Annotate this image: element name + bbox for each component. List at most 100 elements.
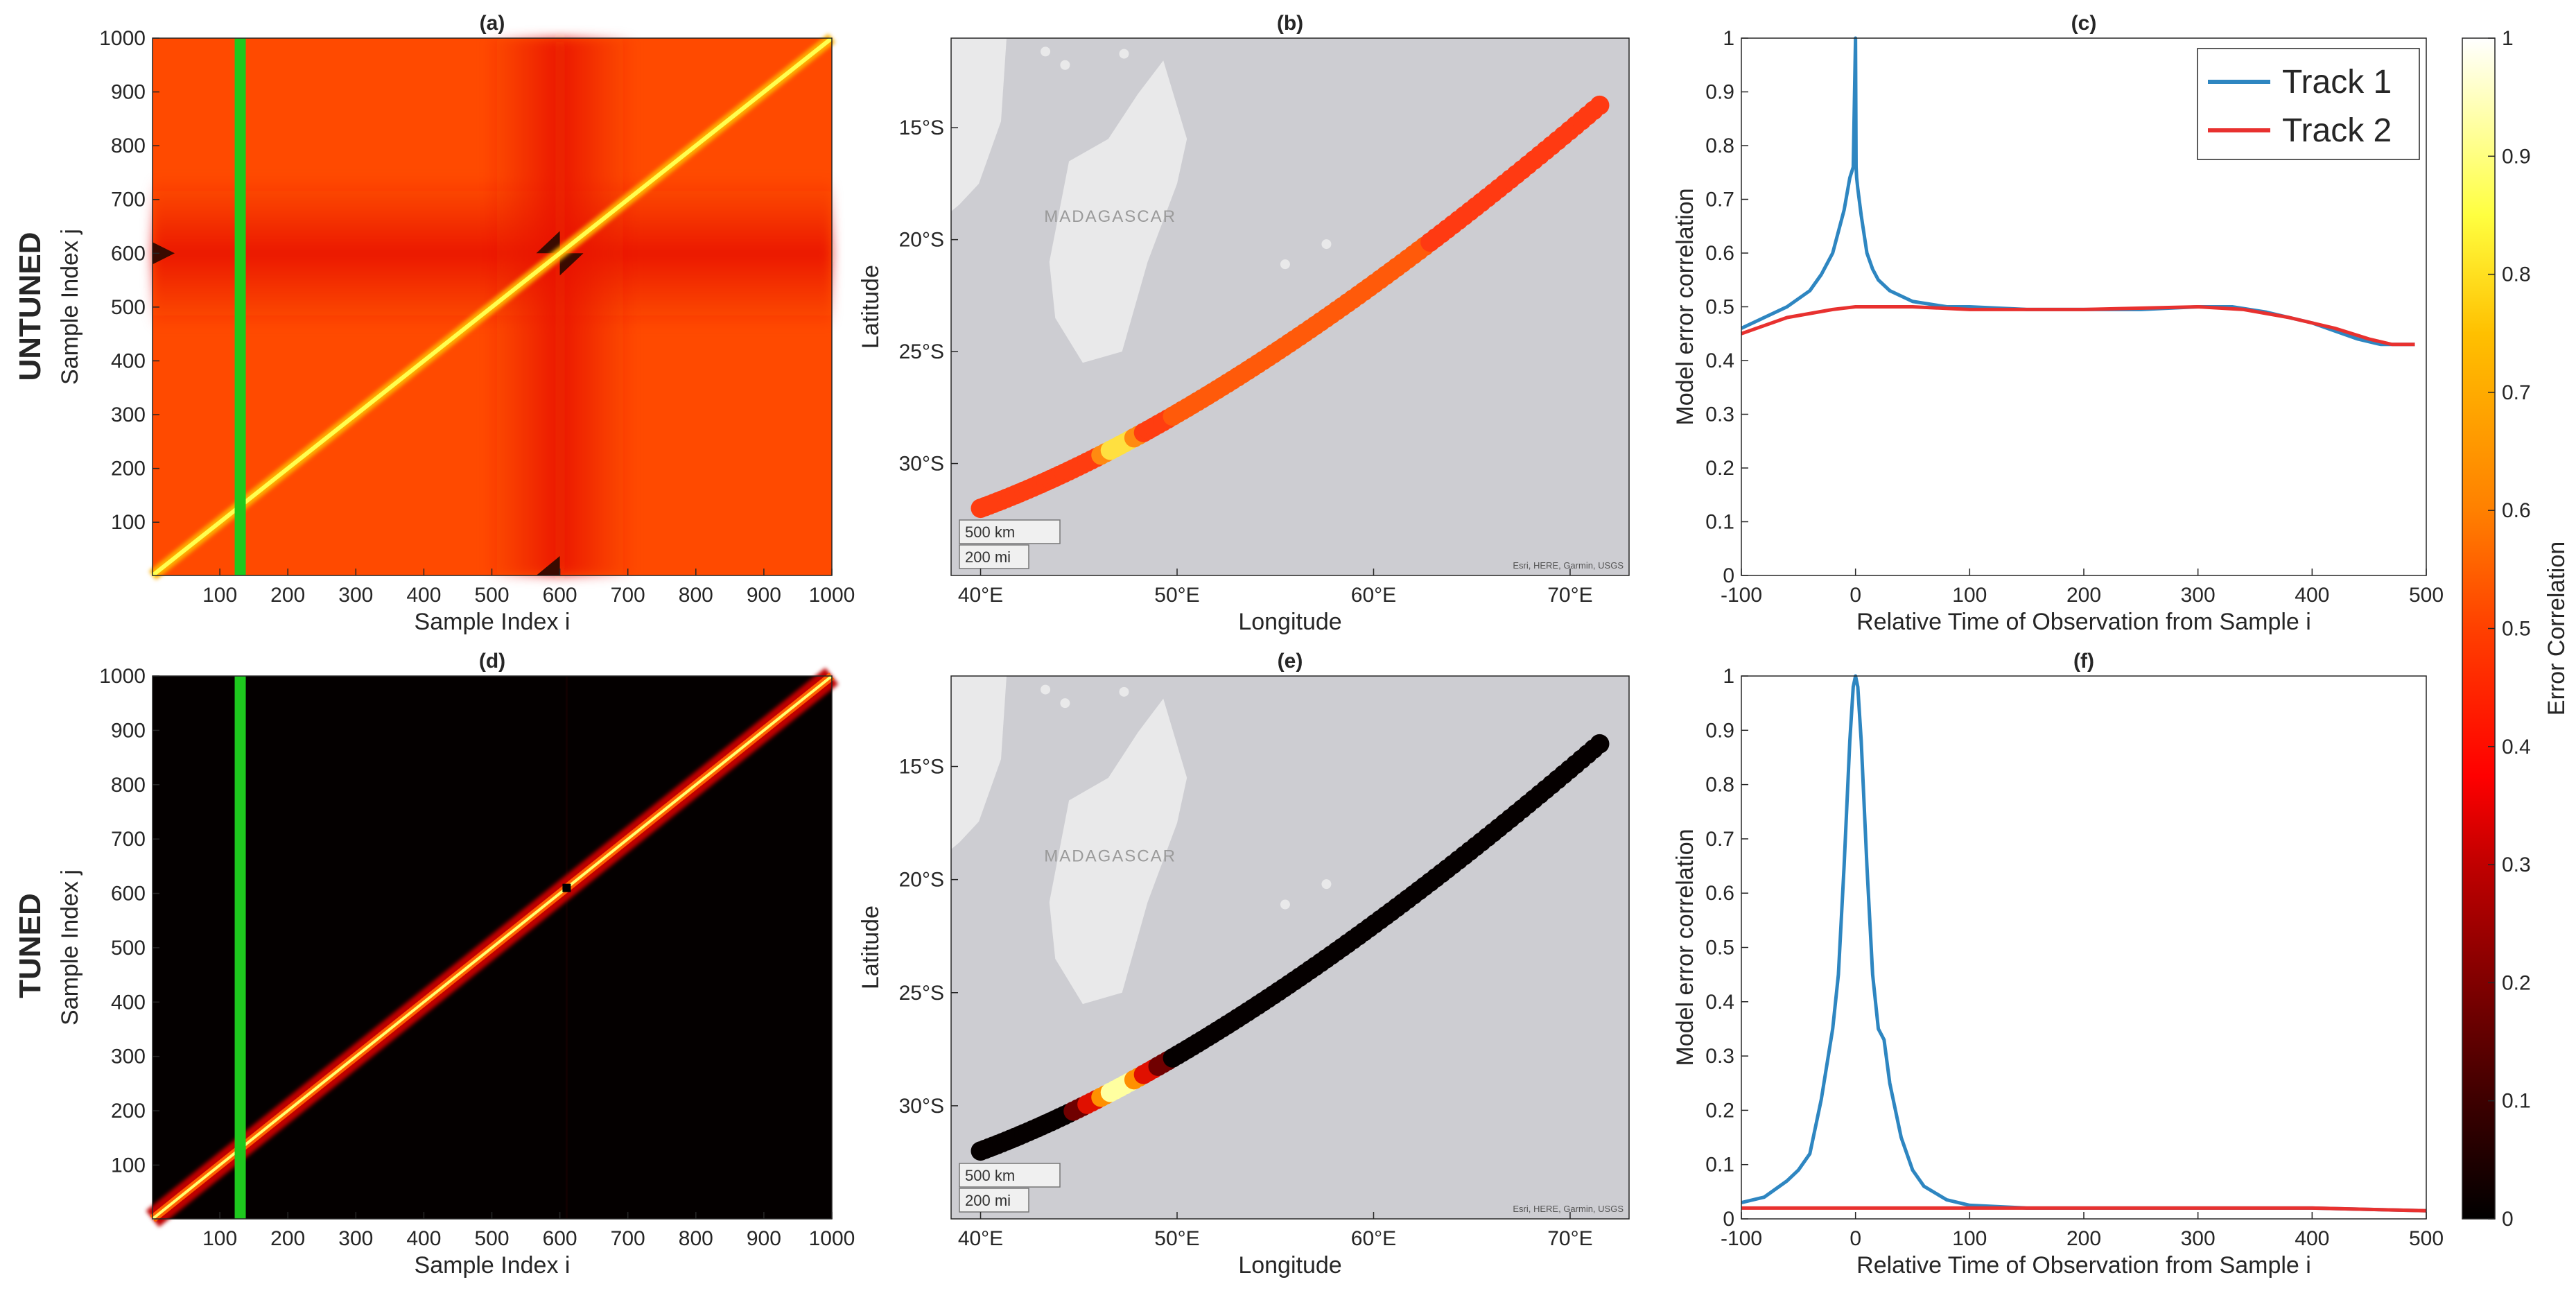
colorbar-tick-label: 1 <box>2502 27 2514 50</box>
y-tick-label: 600 <box>111 883 146 905</box>
y-tick-label: 1000 <box>99 665 146 688</box>
island <box>1280 899 1290 910</box>
y-tick-label: 700 <box>111 828 146 851</box>
x-tick-label: 100 <box>202 584 237 607</box>
africa-landmass <box>951 676 1007 849</box>
y-tick-label: 300 <box>111 1046 146 1068</box>
y-axis-label: Model error correlation <box>1672 188 1698 425</box>
heatmap-diagonal <box>151 675 833 1220</box>
y-tick-label: 0.6 <box>1705 242 1734 265</box>
x-tick-label: 500 <box>2409 584 2444 607</box>
x-tick-label: 700 <box>611 1227 645 1250</box>
panel-title: (d) <box>479 650 505 673</box>
x-tick-label: 0 <box>1850 584 1861 607</box>
y-tick-label: 800 <box>111 774 146 797</box>
x-tick-label: 40°E <box>958 584 1003 607</box>
y-tick-label: 800 <box>111 135 146 157</box>
island <box>1060 698 1070 709</box>
x-tick-label: 400 <box>406 1227 441 1250</box>
panel-title: (f) <box>2073 650 2094 673</box>
y-tick-label: 400 <box>111 991 146 1014</box>
y-tick-label: 20°S <box>899 869 944 892</box>
panel-e-tuned-track-map: MADAGASCAR 500 km 200 mi Esri, HERE, Garmin… <box>858 650 1630 1279</box>
panel-b-untuned-track-map: MADAGASCAR 500 km 200 mi Esri, HERE, Garmin… <box>858 12 1630 635</box>
y-tick-label: 0.2 <box>1705 1099 1734 1122</box>
panel-title: (a) <box>480 12 505 35</box>
x-axis-label: Sample Index i <box>415 609 571 635</box>
y-tick-label: 30°S <box>899 453 944 476</box>
map-ocean <box>951 38 1629 575</box>
y-tick-label: 25°S <box>899 982 944 1005</box>
x-tick-label: 50°E <box>1154 1227 1199 1250</box>
y-axis-label: Model error correlation <box>1672 829 1698 1066</box>
y-tick-label: 500 <box>111 937 146 960</box>
legend-label: Track 2 <box>2282 112 2392 149</box>
x-tick-label: 500 <box>474 584 509 607</box>
africa-landmass <box>951 38 1007 211</box>
y-tick-label: 100 <box>111 1154 146 1177</box>
y-tick-label: 15°S <box>899 116 944 139</box>
x-tick-label: 500 <box>2409 1227 2444 1250</box>
x-tick-label: 700 <box>611 584 645 607</box>
y-tick-label: 0.5 <box>1705 937 1734 960</box>
panel-title: (e) <box>1278 650 1303 673</box>
madagascar-landmass <box>1049 60 1187 363</box>
x-tick-label: 800 <box>679 1227 713 1250</box>
colorbar-tick-label: 0.2 <box>2502 971 2531 994</box>
heatmap-artifact-triangle <box>153 242 175 265</box>
island <box>1060 60 1070 70</box>
panel-title: (c) <box>2071 12 2097 35</box>
x-axis-label: Longitude <box>1238 1252 1341 1279</box>
colorbar-tick-label: 0.1 <box>2502 1090 2531 1113</box>
x-tick-label: 800 <box>679 584 713 607</box>
y-tick-label: 200 <box>111 458 146 480</box>
x-tick-label: 400 <box>406 584 441 607</box>
heatmap-cross-vertical <box>483 38 636 575</box>
island <box>1041 684 1051 695</box>
x-tick-label: 1000 <box>809 584 855 607</box>
series-line-track-2 <box>1741 1206 2427 1213</box>
x-tick-label: 100 <box>1952 584 1987 607</box>
y-tick-label: 500 <box>111 296 146 319</box>
plot-background <box>1741 676 2426 1219</box>
plot-frame <box>950 37 1630 576</box>
y-tick-label: 0.7 <box>1705 828 1734 851</box>
scale-bar-km-label: 500 km <box>965 523 1015 541</box>
y-axis-label: Sample Index j <box>57 869 83 1025</box>
colorbar-tick-label: 0 <box>2502 1208 2514 1231</box>
legend-box <box>2197 48 2420 160</box>
y-tick-label: 100 <box>111 511 146 534</box>
madagascar-landmass <box>1049 698 1187 1005</box>
legend-label: Track 1 <box>2282 64 2392 101</box>
y-tick-label: 0 <box>1723 564 1734 587</box>
x-tick-label: 500 <box>474 1227 509 1250</box>
series-line-track-1 <box>1741 674 2427 1213</box>
x-tick-label: 200 <box>270 584 305 607</box>
y-tick-label: 0 <box>1723 1208 1734 1231</box>
y-tick-label: 400 <box>111 349 146 372</box>
y-tick-label: 700 <box>111 189 146 211</box>
track-point <box>1590 734 1610 754</box>
island <box>1041 46 1051 57</box>
island <box>1119 686 1129 697</box>
y-tick-label: 0.1 <box>1705 511 1734 534</box>
scale-bar-mi <box>959 1188 1029 1213</box>
x-tick-label: 0 <box>1850 1227 1861 1250</box>
island <box>1321 239 1332 250</box>
scale-bar-km <box>959 519 1061 544</box>
x-tick-label: 100 <box>202 1227 237 1250</box>
colorbar-tick-label: 0.6 <box>2502 499 2531 522</box>
map-attribution: Esri, HERE, Garmin, USGS <box>1513 1204 1624 1214</box>
x-tick-label: 200 <box>2066 584 2101 607</box>
y-tick-label: 25°S <box>899 340 944 363</box>
x-tick-label: 400 <box>2295 1227 2329 1250</box>
y-tick-label: 900 <box>111 719 146 742</box>
scale-bar-km-label: 500 km <box>965 1167 1015 1184</box>
x-tick-label: 900 <box>747 584 781 607</box>
x-tick-label: 200 <box>2066 1227 2101 1250</box>
colorbar-tick-label: 0.4 <box>2502 736 2531 759</box>
x-tick-label: 1000 <box>809 1227 855 1250</box>
y-tick-label: 1 <box>1723 665 1734 688</box>
x-tick-label: 70°E <box>1547 584 1592 607</box>
